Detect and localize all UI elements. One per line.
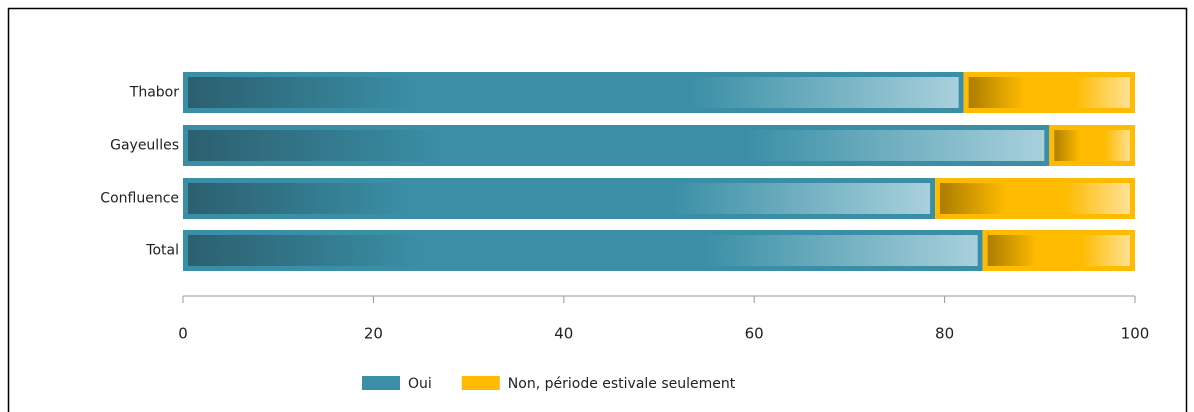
bar-segment xyxy=(183,72,964,113)
y-tick-label: Gayeulles xyxy=(110,138,179,154)
legend-swatch xyxy=(362,376,400,390)
bar-segment xyxy=(935,178,1136,219)
y-tick-label: Thabor xyxy=(129,85,179,101)
x-tick-label: 0 xyxy=(178,325,188,343)
x-tick-label: 40 xyxy=(554,325,573,343)
y-tick-label: Confluence xyxy=(100,191,179,207)
bar-segment xyxy=(1049,125,1135,166)
x-tick-label: 20 xyxy=(364,325,383,343)
x-tick-label: 100 xyxy=(1121,325,1150,343)
legend-label: Oui xyxy=(408,376,432,392)
bar-segment xyxy=(982,230,1135,271)
y-tick-label: Total xyxy=(145,243,179,259)
frame xyxy=(7,7,1188,412)
x-tick-label: 80 xyxy=(935,325,954,343)
legend-label: Non, période estivale seulement xyxy=(508,376,736,392)
bar-segment xyxy=(963,72,1136,113)
legend-swatch xyxy=(461,376,500,390)
bar-segment xyxy=(183,230,983,271)
bar-segment xyxy=(183,125,1050,166)
x-tick-label: 60 xyxy=(745,325,764,343)
bar-segment xyxy=(183,178,936,219)
